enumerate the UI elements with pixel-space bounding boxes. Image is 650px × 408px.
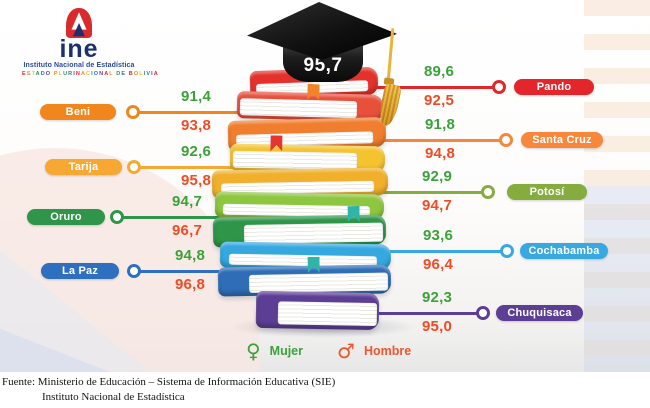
department-pill: Pando bbox=[514, 79, 594, 95]
book-pages bbox=[277, 300, 377, 327]
total-value: 95,7 bbox=[303, 55, 343, 76]
male-icon: ♂ bbox=[337, 339, 355, 363]
connector-ring bbox=[476, 306, 490, 320]
value-mujer: 91,8 bbox=[425, 116, 455, 133]
legend-item-mujer: ♀ Mujer bbox=[246, 341, 303, 361]
value-mujer: 94,8 bbox=[175, 247, 205, 264]
value-mujer: 93,6 bbox=[423, 227, 453, 244]
connector-ring bbox=[492, 80, 506, 94]
logo-institution-name: Instituto Nacional de Estadística bbox=[23, 62, 135, 69]
connector-line bbox=[365, 138, 506, 142]
connector-ring bbox=[127, 264, 141, 278]
value-mujer: 91,4 bbox=[181, 88, 211, 105]
connector-ring bbox=[481, 185, 495, 199]
value-hombre: 95,8 bbox=[181, 172, 211, 189]
bookmark-ribbon bbox=[307, 84, 319, 100]
connector-ring bbox=[499, 133, 513, 147]
logo-blue-peak bbox=[73, 23, 85, 37]
connector-ring bbox=[500, 244, 514, 258]
value-mujer: 92,6 bbox=[181, 143, 211, 160]
value-hombre: 92,5 bbox=[424, 92, 454, 109]
connector-line bbox=[365, 190, 488, 194]
connector-line bbox=[365, 85, 499, 89]
value-hombre: 95,0 bbox=[422, 318, 452, 335]
infographic-canvas: ine Instituto Nacional de Estadística ES… bbox=[0, 0, 650, 372]
department-pill: Beni bbox=[40, 104, 116, 120]
department-pill: Chuquisaca bbox=[496, 305, 583, 321]
value-hombre: 93,8 bbox=[181, 117, 211, 134]
value-hombre: 94,7 bbox=[422, 197, 452, 214]
source-line-2: Instituto Nacional de Estadística bbox=[42, 391, 185, 403]
bookmark-ribbon bbox=[308, 257, 320, 273]
connector-line bbox=[133, 110, 252, 114]
logo-brand-text: ine bbox=[59, 35, 99, 63]
department-pill: Oruro bbox=[27, 209, 105, 225]
connector-ring bbox=[126, 105, 140, 119]
connector-ring bbox=[127, 160, 141, 174]
bookmark-ribbon bbox=[348, 206, 360, 222]
book-pages bbox=[249, 272, 388, 294]
source-line-1: Fuente: Ministerio de Educación – Sistem… bbox=[2, 376, 336, 388]
value-hombre: 94,8 bbox=[425, 145, 455, 162]
tassel-icon bbox=[376, 82, 403, 128]
department-pill: La Paz bbox=[41, 263, 119, 279]
book-pages bbox=[239, 98, 357, 119]
value-mujer: 94,7 bbox=[172, 193, 202, 210]
legend-label-hombre: Hombre bbox=[363, 344, 412, 358]
value-hombre: 96,4 bbox=[423, 256, 453, 273]
background-stripe-band bbox=[584, 0, 650, 372]
value-hombre: 96,8 bbox=[175, 276, 205, 293]
background-stripe-band bbox=[584, 186, 650, 372]
department-pill: Santa Cruz bbox=[521, 132, 603, 148]
connector-line bbox=[134, 165, 250, 169]
ine-mountain-icon bbox=[66, 8, 92, 38]
book bbox=[255, 290, 380, 331]
legend: ♀ Mujer ♂ Hombre bbox=[246, 341, 411, 361]
ine-logo: ine Instituto Nacional de Estadística ES… bbox=[22, 8, 159, 77]
connector-line bbox=[117, 215, 240, 219]
legend-label-mujer: Mujer bbox=[269, 344, 303, 358]
legend-item-hombre: ♂ Hombre bbox=[337, 341, 411, 361]
department-pill: Potosí bbox=[507, 184, 587, 200]
graduation-cap-board bbox=[247, 2, 397, 60]
department-pill: Tarija bbox=[45, 159, 122, 175]
value-hombre: 96,7 bbox=[172, 222, 202, 239]
book-pages bbox=[244, 222, 383, 244]
logo-tagline: ESTADO PLURINACIONAL DE BOLIVIA bbox=[22, 71, 159, 77]
value-mujer: 92,9 bbox=[422, 168, 452, 185]
department-pill: Cochabamba bbox=[520, 243, 608, 259]
book-pages bbox=[232, 150, 358, 171]
connector-ring bbox=[110, 210, 124, 224]
connector-line bbox=[134, 269, 250, 273]
value-mujer: 89,6 bbox=[424, 63, 454, 80]
female-icon: ♀ bbox=[246, 339, 261, 363]
value-mujer: 92,3 bbox=[422, 289, 452, 306]
connector-line bbox=[365, 311, 483, 315]
source-footer: Fuente: Ministerio de Educación – Sistem… bbox=[0, 372, 650, 408]
connector-line bbox=[365, 249, 507, 253]
bookmark-ribbon bbox=[270, 135, 282, 151]
